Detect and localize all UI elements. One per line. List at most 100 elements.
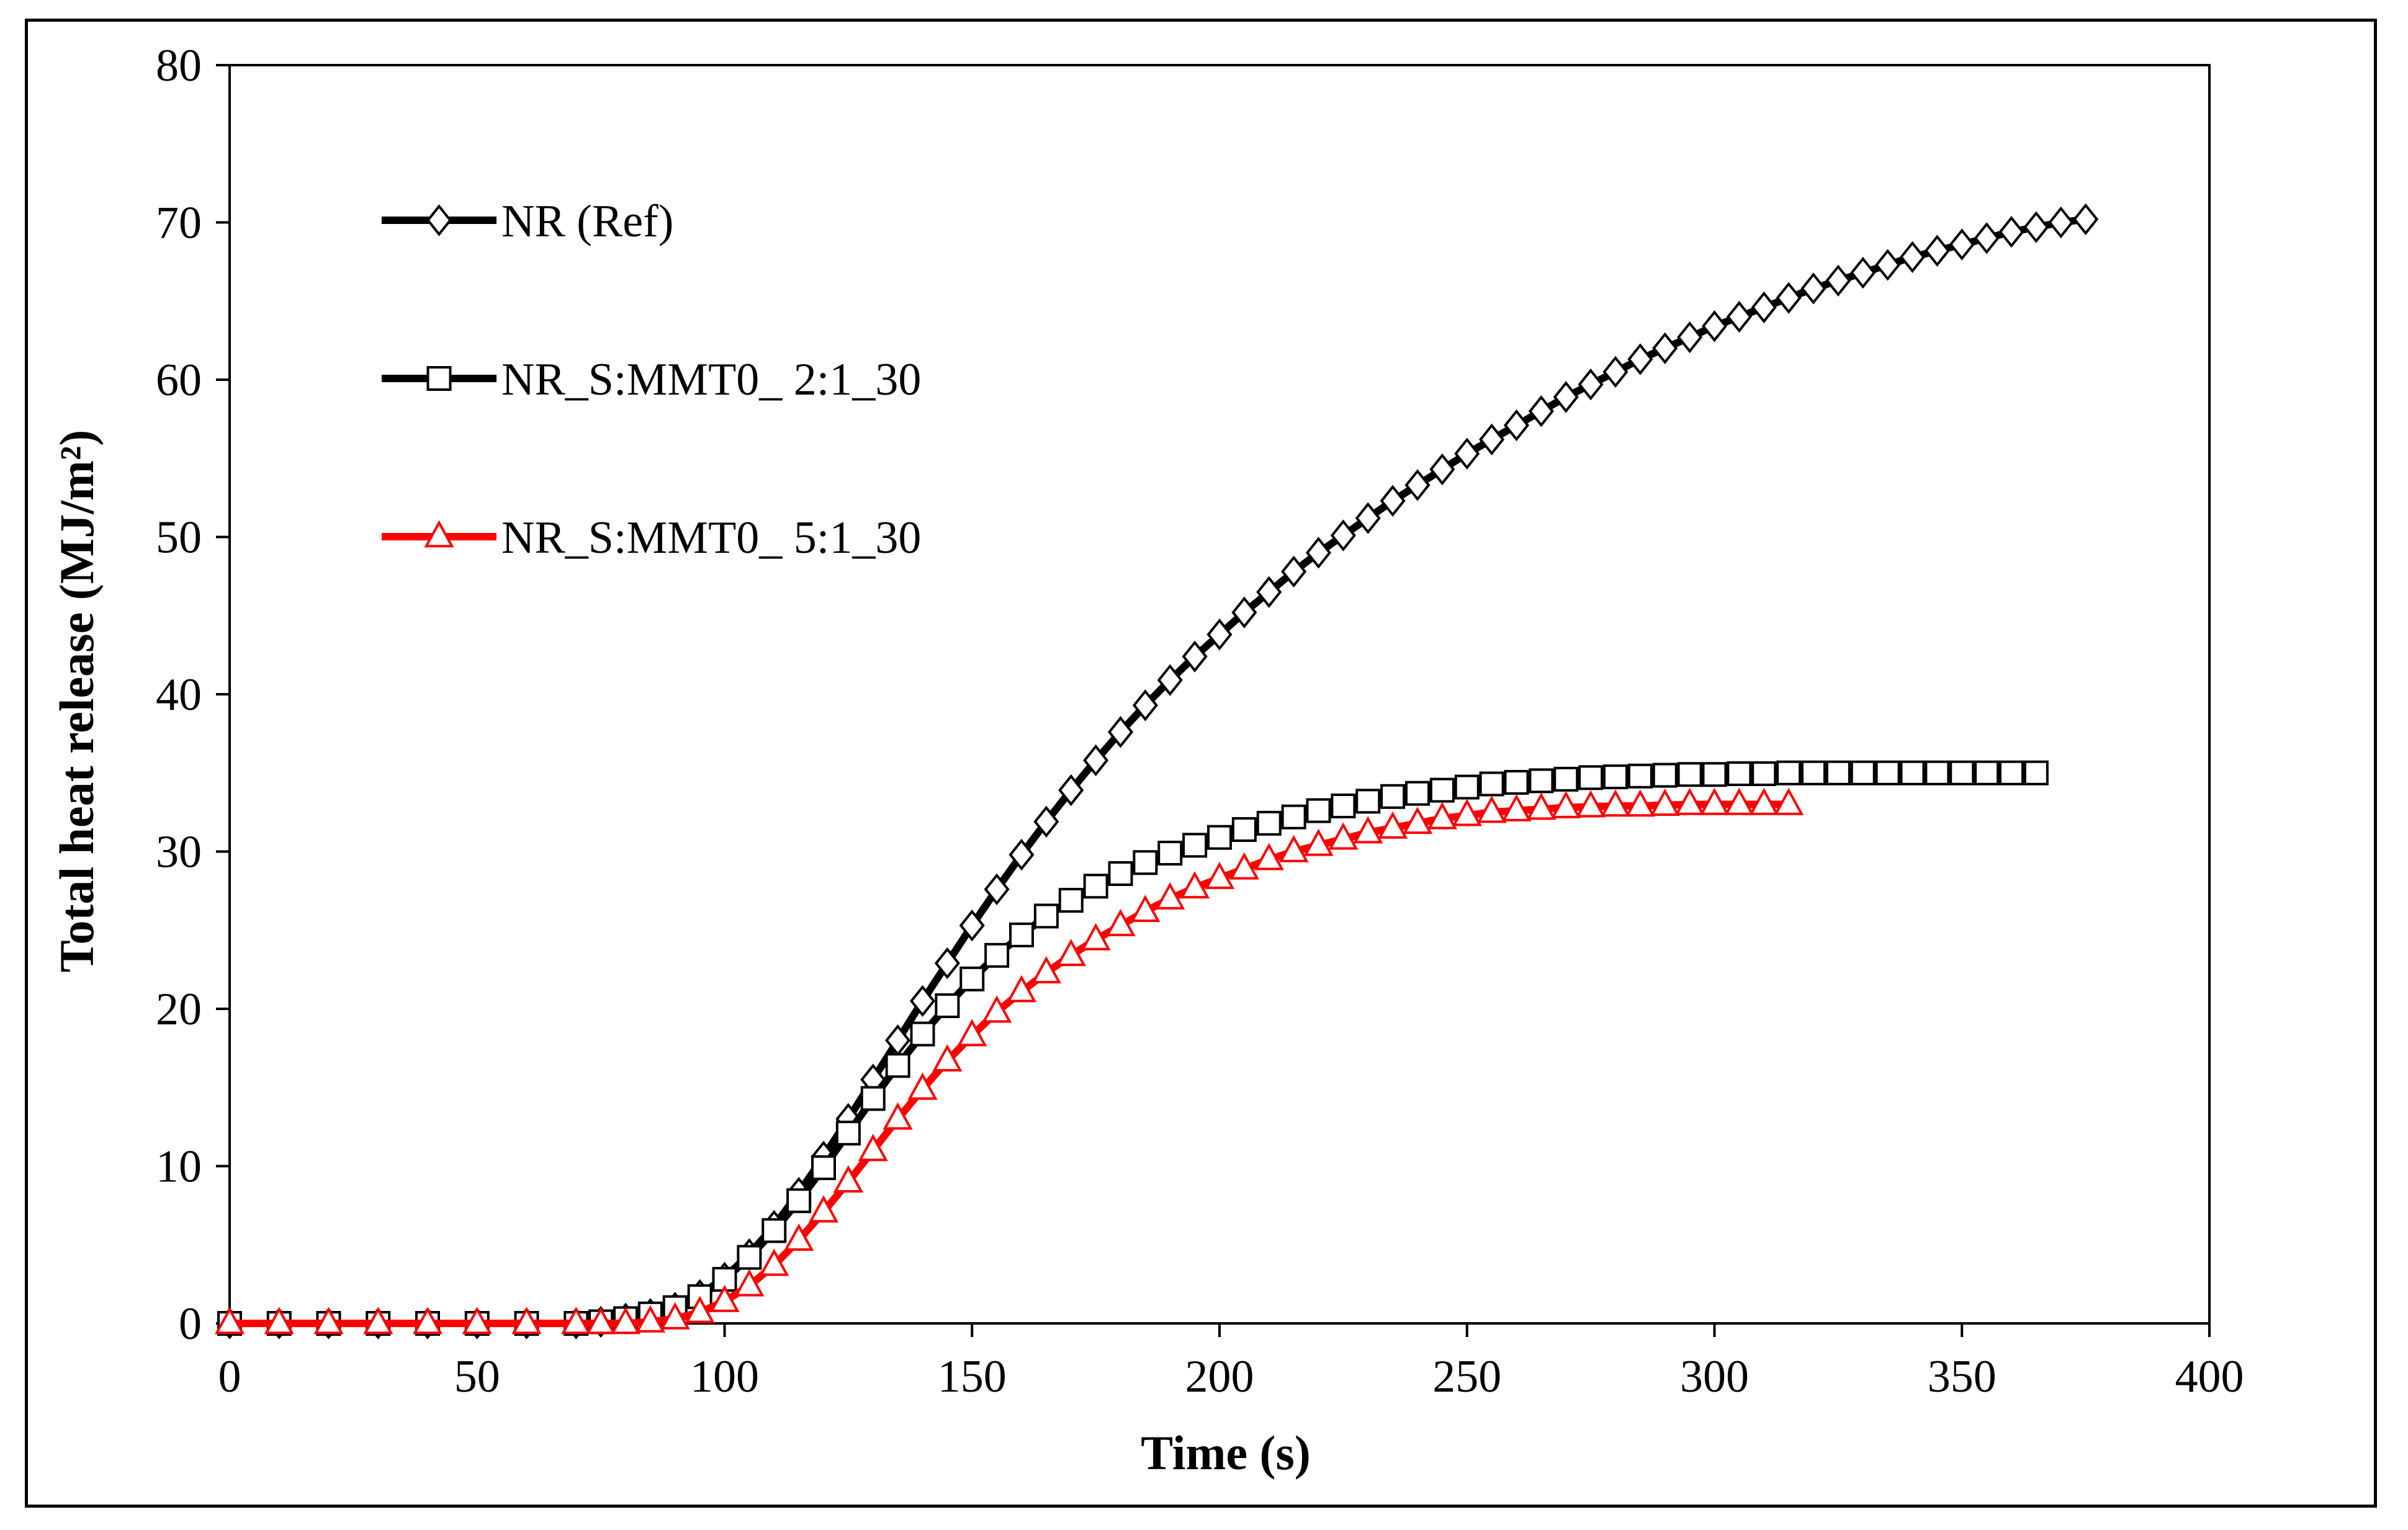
y-axis-title: Total heat release (MJ/m²) (50, 430, 104, 973)
x-tick-label: 300 (1680, 1351, 1749, 1402)
data-point-marker (1429, 453, 1455, 486)
data-point-marker (1677, 321, 1703, 354)
data-point-marker (1378, 811, 1408, 839)
data-point-marker (959, 909, 985, 942)
data-point-marker (1454, 774, 1480, 800)
data-point-marker (761, 1218, 787, 1243)
data-point-marker (1080, 923, 1111, 951)
x-tick-label: 50 (454, 1351, 500, 1402)
data-point-marker (660, 1302, 690, 1330)
legend-entry-3: NR_S:MMT0_ 5:1_30 (382, 512, 921, 563)
data-point-marker (1674, 787, 1705, 815)
data-point-marker (1132, 689, 1158, 722)
legend-label: NR (Ref) (501, 196, 673, 247)
data-point-marker (1800, 272, 1826, 305)
data-point-marker (2023, 211, 2049, 243)
data-point-marker (860, 1086, 886, 1111)
x-tick-label: 150 (938, 1351, 1007, 1402)
data-point-marker (982, 995, 1012, 1023)
data-point-marker (561, 1307, 591, 1335)
data-point-marker (1749, 787, 1779, 815)
data-point-marker (932, 1044, 963, 1071)
data-point-marker (214, 1307, 245, 1335)
data-point-marker (1602, 356, 1629, 388)
data-point-marker (1600, 789, 1631, 817)
data-point-marker (934, 947, 960, 980)
data-point-marker (734, 1269, 765, 1297)
data-point-marker (2048, 206, 2074, 239)
data-point-marker (1553, 381, 1579, 413)
series-2 (217, 760, 2049, 1336)
data-point-marker (1801, 760, 1826, 785)
x-tick-label: 200 (1185, 1351, 1254, 1402)
x-tick-label: 400 (2175, 1351, 2244, 1402)
data-point-marker (959, 966, 985, 991)
data-point-marker (1776, 760, 1802, 785)
data-point-marker (1056, 939, 1086, 967)
y-tick-label: 50 (156, 512, 202, 563)
data-point-marker (1998, 216, 2024, 248)
series-layer (214, 203, 2099, 1340)
data-point-marker (264, 1307, 294, 1335)
legend-marker (426, 204, 452, 236)
data-point-marker (1627, 763, 1653, 789)
data-point-marker (1182, 833, 1208, 858)
data-point-marker (909, 985, 936, 1018)
data-point-marker (1353, 816, 1383, 844)
data-point-marker (1031, 956, 1061, 983)
series-line (226, 800, 1793, 1327)
data-point-marker (1083, 744, 1109, 777)
data-point-marker (1850, 256, 1876, 289)
data-point-marker (1204, 861, 1235, 889)
data-point-marker (1727, 761, 1752, 787)
data-point-marker (709, 1284, 740, 1312)
data-point-marker (1900, 760, 1925, 785)
data-point-marker (1083, 874, 1108, 899)
data-point-marker (635, 1305, 665, 1333)
data-point-marker (1528, 395, 1554, 427)
data-point-marker (1328, 822, 1359, 850)
data-point-marker (1254, 843, 1284, 870)
data-point-marker (1305, 537, 1332, 569)
data-point-marker (412, 1307, 443, 1335)
data-point-marker (1427, 802, 1457, 830)
data-point-marker (1949, 760, 1975, 785)
legend-label: NR_S:MMT0_ 2:1_30 (501, 354, 921, 405)
data-point-marker (1650, 789, 1680, 816)
data-point-marker (1603, 764, 1628, 790)
data-point-marker (1058, 888, 1084, 913)
data-point-marker (984, 873, 1010, 906)
data-point-marker (1899, 241, 1926, 273)
data-point-marker (883, 1102, 913, 1130)
data-point-marker (1652, 332, 1678, 365)
data-point-marker (1105, 908, 1136, 936)
legend-entry-1: NR (Ref) (382, 196, 673, 247)
data-point-marker (1625, 789, 1655, 817)
data-point-marker (1751, 291, 1777, 324)
data-point-marker (610, 1307, 641, 1335)
data-point-marker (759, 1248, 789, 1276)
data-point-marker (1130, 895, 1161, 923)
data-point-marker (1699, 787, 1730, 815)
data-point-marker (1231, 817, 1257, 843)
data-point-marker (1576, 790, 1606, 818)
data-point-marker (1479, 423, 1505, 456)
data-point-marker (1303, 828, 1334, 856)
data-point-marker (1776, 282, 1802, 314)
y-tick-label: 40 (156, 669, 202, 720)
data-point-marker (2023, 760, 2049, 785)
data-point-marker (1578, 765, 1604, 790)
data-point-marker (1405, 781, 1430, 806)
data-point-marker (1825, 264, 1851, 297)
data-point-marker (1256, 576, 1282, 608)
data-point-marker (1182, 640, 1208, 673)
data-point-marker (910, 1021, 935, 1047)
x-tick-label: 0 (218, 1351, 241, 1402)
data-point-marker (1278, 834, 1309, 862)
data-point-marker (1380, 784, 1406, 809)
x-tick-label: 350 (1928, 1351, 1997, 1402)
data-point-marker (1207, 825, 1232, 850)
data-point-marker (1107, 716, 1134, 748)
data-point-marker (1355, 502, 1381, 534)
data-point-marker (1058, 774, 1084, 807)
